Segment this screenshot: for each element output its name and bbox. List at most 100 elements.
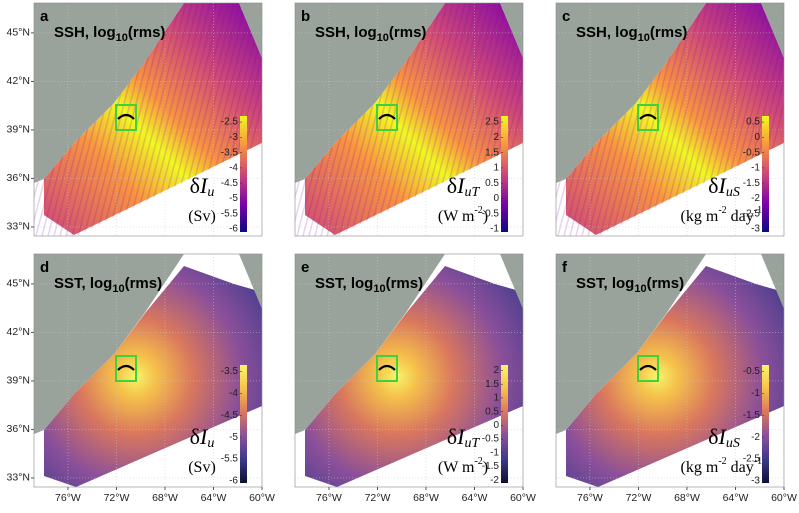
map-panel: bSSH, log10(rms)δIuT(W m-2)2.521.510.50-… — [255, 3, 549, 236]
colorbar-tick-label: -1.5 — [743, 410, 761, 421]
colorbar-tick-label: -0.5 — [743, 147, 761, 158]
colorbar-tick-label: 0.5 — [485, 178, 499, 189]
colorbar-tick-label: -1 — [751, 388, 760, 399]
title-subscript: 10 — [377, 32, 389, 44]
panel-letter: c — [562, 8, 570, 25]
colorbar — [762, 116, 769, 232]
title-text: SST, log — [576, 275, 634, 292]
lon-tick-label: 60°W — [771, 492, 797, 504]
colorbar-tick-label: 2.5 — [485, 117, 499, 128]
figure: 45°N42°N39°N36°N33°NaSSH, log10(rms)δIu(… — [0, 0, 799, 508]
colorbar-tick-label: -3.5 — [221, 366, 239, 377]
lat-tick-label: 33°N — [7, 472, 30, 484]
lat-tick-label: 36°N — [7, 172, 30, 184]
units-text: (kg m — [681, 208, 719, 225]
lat-tick-label: 45°N — [7, 278, 30, 290]
lon-tick-label: 68°W — [674, 492, 700, 504]
quantity-symbol: δ — [190, 173, 200, 198]
lat-tick-label: 42°N — [7, 326, 30, 338]
colorbar-tick-label: 1 — [493, 163, 499, 174]
colorbar-tick-label: -2.5 — [743, 208, 761, 219]
lat-tick-label: 42°N — [7, 75, 30, 87]
colorbar-tick-label: -2.5 — [743, 454, 761, 465]
colorbar-tick-label: 1.5 — [485, 147, 499, 158]
colorbar-tick-label: -3 — [751, 475, 760, 486]
lon-tick-label: 72°W — [626, 492, 652, 504]
quantity-symbol: δ — [708, 424, 718, 449]
title-subscript: 10 — [634, 283, 646, 295]
colorbar-tick-label: -3.5 — [221, 147, 239, 158]
colorbar-tick-label: 1.5 — [485, 379, 499, 390]
colorbar-tick-label: 0.5 — [746, 117, 760, 128]
colorbar-tick-label: -4 — [229, 388, 238, 399]
panel-title: SSH, log10(rms) — [54, 24, 165, 44]
panel-title: SST, log10(rms) — [576, 275, 684, 295]
lon-tick-label: 60°W — [249, 492, 275, 504]
quantity-subscript: uT — [464, 436, 480, 451]
colorbar-tick-label: -5 — [229, 432, 238, 443]
units-text: (W m — [438, 208, 475, 225]
map-panel: cSSH, log10(rms)δIuS(kg m-2 day-1)0.50-0… — [516, 3, 799, 236]
panel-letter: a — [40, 8, 49, 25]
units-text: (kg m — [681, 459, 719, 476]
lon-tick-label: 64°W — [462, 492, 488, 504]
colorbar-tick-label: -1.5 — [482, 461, 500, 472]
colorbar-tick-label: -2 — [490, 475, 499, 486]
colorbar-tick-label: -1 — [490, 447, 499, 458]
lon-tick-label: 68°W — [413, 492, 439, 504]
colorbar-tick-label: -4.5 — [221, 410, 239, 421]
colorbar — [501, 365, 508, 483]
quantity-subscript: uT — [464, 185, 480, 200]
colorbar-tick-label: 2 — [493, 365, 499, 376]
title-text: SSH, log — [576, 24, 638, 41]
units-label: (Sv) — [188, 459, 216, 476]
title-subscript: 10 — [112, 283, 124, 295]
lon-tick-label: 76°W — [316, 492, 342, 504]
colorbar-tick-label: -3 — [751, 224, 760, 235]
title-subscript: 10 — [373, 283, 385, 295]
colorbar-tick-label: -1 — [490, 224, 499, 235]
lat-tick-label: 36°N — [7, 423, 30, 435]
lat-tick-label: 45°N — [7, 27, 30, 39]
units-text: (W m — [438, 459, 475, 476]
quantity-symbol: δ — [708, 173, 718, 198]
quantity-symbol: δ — [447, 173, 457, 198]
title-text: (rms) — [386, 275, 424, 292]
panel-letter: b — [301, 8, 310, 25]
colorbar-tick-label: -3 — [229, 132, 238, 143]
panel-letter: d — [40, 259, 49, 276]
colorbar-tick-label: -6 — [229, 224, 238, 235]
colorbar-tick-label: 2 — [493, 132, 499, 143]
title-text: (rms) — [389, 24, 427, 41]
colorbar-tick-label: 0 — [493, 420, 499, 431]
colorbar — [240, 116, 247, 232]
lon-tick-label: 60°W — [510, 492, 536, 504]
colorbar-tick-label: -5.5 — [221, 208, 239, 219]
colorbar-tick-label: -5.5 — [221, 454, 239, 465]
panel-title: SST, log10(rms) — [315, 275, 423, 295]
colorbar-tick-label: -0.5 — [482, 208, 500, 219]
colorbar-tick-label: -2 — [751, 193, 760, 204]
lat-tick-label: 33°N — [7, 221, 30, 233]
colorbar-tick-label: -1.5 — [743, 178, 761, 189]
panel-letter: e — [301, 259, 309, 276]
colorbar-tick-label: 0.5 — [485, 406, 499, 417]
quantity-symbol: δ — [190, 424, 200, 449]
colorbar-tick-label: -0.5 — [743, 366, 761, 377]
colorbar-tick-label: -5 — [229, 193, 238, 204]
lon-tick-label: 76°W — [577, 492, 603, 504]
map-panel: 45°N42°N39°N36°N33°NaSSH, log10(rms)δIu(… — [0, 3, 288, 236]
quantity-subscript: uS — [726, 185, 740, 200]
colorbar-tick-label: -6 — [229, 475, 238, 486]
quantity-subscript: u — [207, 436, 214, 451]
units-superscript: -2 — [718, 456, 726, 467]
panel-title: SSH, log10(rms) — [315, 24, 426, 44]
title-text: SSH, log — [54, 24, 116, 41]
colorbar-tick-label: 0 — [493, 193, 499, 204]
lon-tick-label: 76°W — [55, 492, 81, 504]
colorbar-tick-label: -0.5 — [482, 434, 500, 445]
colorbar — [501, 116, 508, 232]
colorbar — [240, 365, 247, 483]
